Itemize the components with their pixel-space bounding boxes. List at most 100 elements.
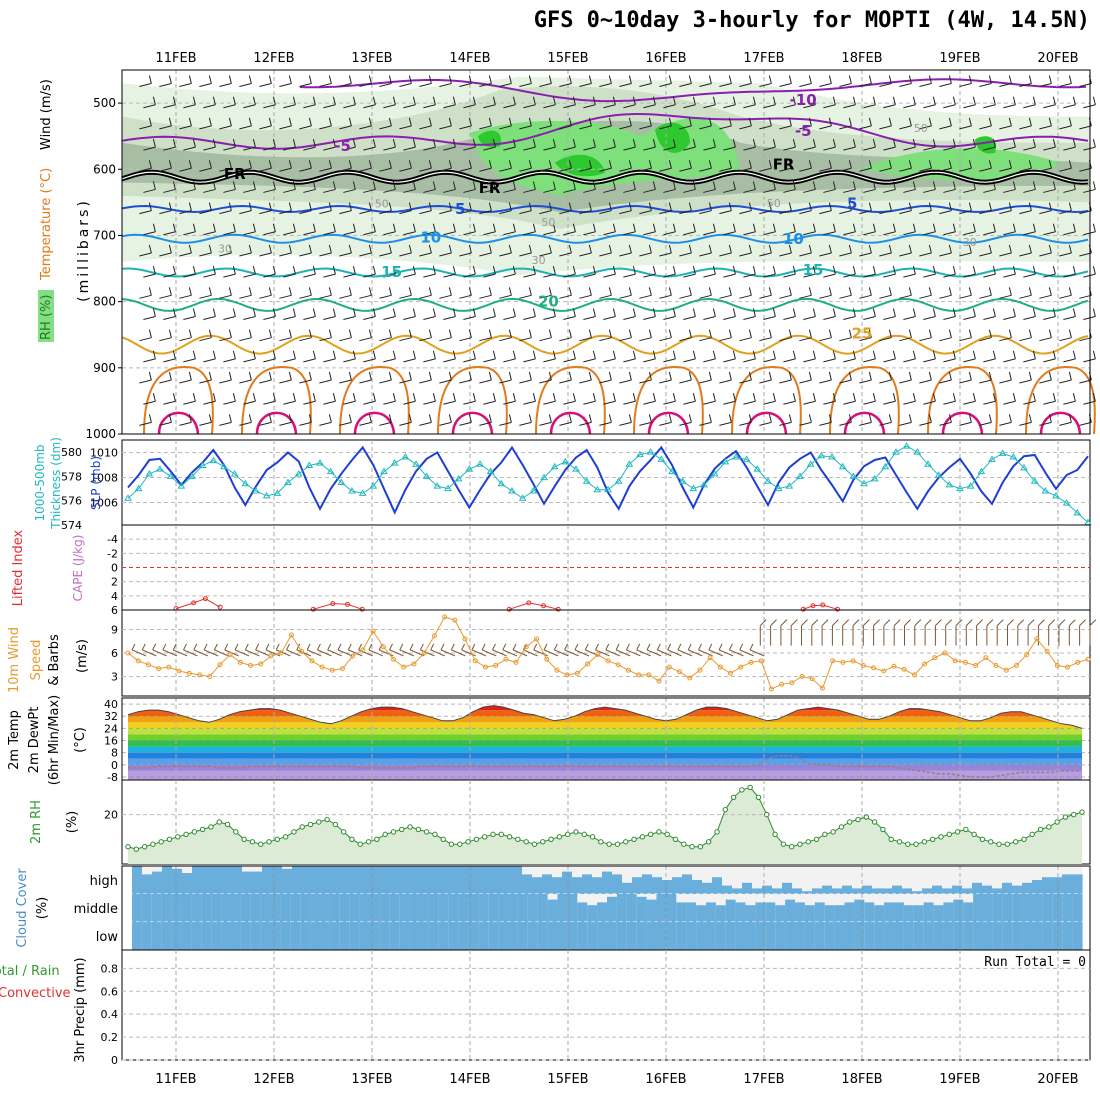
- wind-barb: [699, 244, 712, 257]
- wind-speed-point: [891, 663, 897, 669]
- cloud-cell: [557, 894, 569, 922]
- cloud-cell: [359, 922, 371, 950]
- wind-barb: [499, 202, 512, 215]
- wind-barb: [203, 393, 216, 405]
- wind-speed-point: [993, 663, 999, 669]
- wind-barb: [919, 117, 932, 130]
- wind-barb: [723, 393, 736, 405]
- cloud-cell: [329, 922, 341, 950]
- cloud-cell: [352, 866, 363, 894]
- wind-barb: [519, 160, 532, 172]
- rh-point: [805, 839, 811, 845]
- wind-barb: [1023, 350, 1036, 363]
- wind-barb: [1003, 223, 1016, 236]
- wind-barb: [323, 266, 336, 278]
- wind-barb: [143, 308, 156, 320]
- wind-barb: [843, 138, 856, 151]
- wind-barb: [343, 350, 356, 363]
- cloud-cell: [725, 922, 737, 950]
- cloud-cell: [389, 894, 400, 922]
- lifted-index-point: [310, 606, 316, 612]
- cloud-cell: [864, 902, 875, 922]
- temp-units: (°C): [73, 727, 88, 753]
- wind-barb: [419, 117, 432, 130]
- thickness-point: [700, 480, 708, 488]
- wind-barb: [1063, 181, 1076, 193]
- cloud-cell-bg: [962, 866, 973, 894]
- wind-barb-10m: [162, 643, 178, 657]
- wind-speed-point: [156, 666, 162, 672]
- thickness-point: [913, 448, 922, 455]
- wind-barb: [779, 287, 792, 299]
- wind-barb: [683, 138, 696, 151]
- date-tick-bottom: 11FEB: [155, 1072, 196, 1087]
- cloud-cell: [1032, 880, 1043, 894]
- cloud-cell: [392, 866, 403, 894]
- date-tick-top: 17FEB: [743, 51, 784, 66]
- wind-barb: [239, 414, 252, 426]
- date-tick-bottom: 19FEB: [939, 1072, 980, 1087]
- wind-barb: [519, 75, 532, 88]
- rh-point: [258, 841, 264, 847]
- cloud-cell: [652, 877, 663, 894]
- wind-barb-10m: [965, 619, 973, 646]
- thickness-point: [806, 460, 815, 467]
- wind-barb: [879, 75, 892, 88]
- cloud-cell: [1012, 894, 1024, 922]
- wind-barb: [363, 266, 376, 278]
- wind-barb: [639, 75, 652, 88]
- wind-barb: [899, 117, 912, 130]
- wind-barb: [139, 414, 152, 426]
- slp-tick-label: 1006: [90, 497, 118, 510]
- wind-barb: [1039, 329, 1052, 342]
- wind-barb: [763, 96, 776, 109]
- wind-barb: [523, 223, 536, 236]
- cloud-cell: [636, 896, 648, 922]
- wind-barb: [439, 160, 452, 172]
- cloud-cell: [409, 922, 420, 950]
- wind-barb: [679, 414, 692, 426]
- wind-speed-point: [942, 650, 948, 656]
- wind-barb: [503, 223, 516, 236]
- wind-barb: [223, 96, 236, 109]
- wind-barb: [903, 181, 916, 193]
- wind-barb-10m: [687, 643, 703, 657]
- wind-barb: [219, 287, 232, 299]
- cloud-cell: [300, 894, 311, 922]
- wind-speed-point: [707, 655, 713, 661]
- wind-barb: [483, 181, 496, 193]
- cloud-cell-bg: [882, 866, 893, 894]
- cloud-cell: [712, 877, 723, 894]
- wind-barb: [579, 414, 592, 426]
- cloud-cell-bg: [902, 866, 913, 894]
- isotherm-35: [549, 411, 592, 435]
- wind-speed-point: [840, 659, 846, 665]
- thickness-point: [710, 470, 719, 477]
- slp-tick-label: 1008: [90, 472, 118, 485]
- temperature-band: [128, 716, 1082, 723]
- rh-point: [971, 831, 977, 838]
- cloud-cell: [982, 885, 993, 894]
- wind-barb: [1023, 181, 1036, 193]
- wind-barb: [1043, 138, 1056, 151]
- cloud-cell: [1072, 874, 1083, 894]
- wind10m-label: 10m Wind: [7, 627, 22, 693]
- cloud-cell: [672, 877, 683, 894]
- cloud-cell: [1072, 894, 1083, 922]
- wind-barb-10m: [1068, 619, 1076, 646]
- wind-barb: [579, 329, 592, 342]
- wind-barb: [303, 350, 316, 363]
- wind-barb: [643, 393, 656, 405]
- rh-point: [813, 836, 820, 842]
- wind-barb: [263, 138, 276, 151]
- cloud-cell: [418, 922, 430, 950]
- wind-barb: [443, 266, 456, 278]
- wind-barb: [599, 202, 612, 215]
- wind-barb: [839, 244, 852, 257]
- wind-barb: [923, 266, 936, 278]
- thickness-point: [486, 467, 495, 475]
- wind-barb: [1043, 350, 1056, 363]
- rh-point: [623, 839, 629, 845]
- wind-barb: [179, 287, 192, 299]
- wind-barb: [323, 308, 336, 320]
